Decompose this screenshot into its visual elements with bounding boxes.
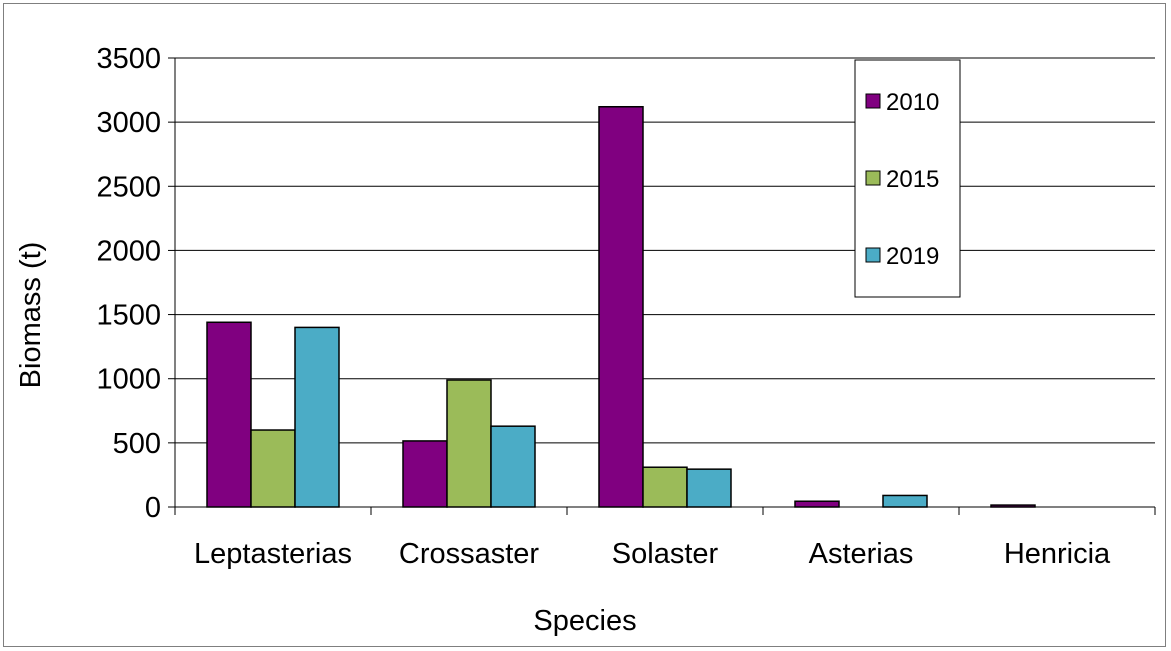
bar-2010-crossaster xyxy=(402,440,448,508)
legend: 2010 2015 2019 xyxy=(854,59,961,298)
y-tick-label: 1500 xyxy=(96,300,161,332)
legend-label-2019: 2019 xyxy=(886,243,939,270)
legend-label-2015: 2015 xyxy=(886,166,939,193)
y-tick-label: 2500 xyxy=(96,171,161,203)
bar-2015-solaster xyxy=(642,466,688,508)
bar-2015-leptasterias xyxy=(250,429,296,508)
x-tick-label: Henricia xyxy=(1004,538,1111,570)
x-tick-label: Crossaster xyxy=(399,538,540,570)
y-tick-label: 3500 xyxy=(96,43,161,75)
legend-swatch-2010 xyxy=(865,93,881,109)
bar-2010-asterias xyxy=(794,500,840,508)
x-tick-label: Solaster xyxy=(612,538,719,570)
y-tick-labels: 0 500 1000 1500 2000 2500 3000 3500 xyxy=(96,43,161,524)
bar-2015-crossaster xyxy=(446,379,492,508)
x-tick-label: Asterias xyxy=(809,538,914,570)
chart-frame xyxy=(3,3,1166,647)
bar-2019-crossaster xyxy=(490,425,536,508)
bars xyxy=(206,105,1036,508)
x-tick-label: Leptasterias xyxy=(194,538,352,570)
bar-2019-leptasterias xyxy=(294,326,340,508)
y-axis-title: Biomass (t) xyxy=(15,242,47,389)
y-tick-label: 2000 xyxy=(96,235,161,267)
y-tick-label: 0 xyxy=(145,492,161,524)
y-tick-label: 500 xyxy=(113,428,161,460)
x-axis-title: Species xyxy=(533,605,636,637)
axes xyxy=(168,57,1156,515)
legend-swatch-2015 xyxy=(865,170,881,186)
bar-2010-leptasterias xyxy=(206,321,252,508)
x-tick-labels: Leptasterias Crossaster Solaster Asterias He… xyxy=(194,538,1111,570)
bar-2019-solaster xyxy=(686,468,732,508)
bar-2019-asterias xyxy=(882,494,928,508)
y-tick-label: 3000 xyxy=(96,107,161,139)
bar-2010-solaster xyxy=(598,105,644,508)
legend-label-2010: 2010 xyxy=(886,89,939,116)
y-tick-label: 1000 xyxy=(96,364,161,396)
legend-swatch-2019 xyxy=(865,247,881,263)
